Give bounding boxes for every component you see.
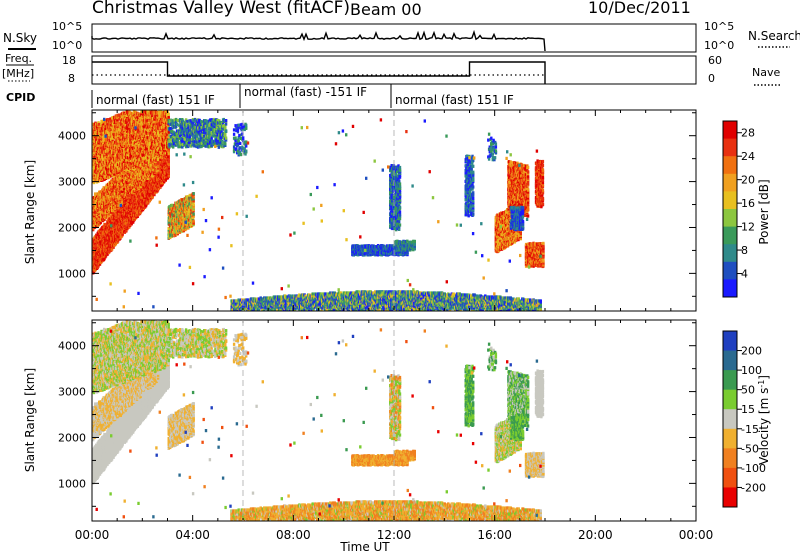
noise-sky-trace: [92, 32, 545, 51]
date-label: 10/Dec/2011: [588, 0, 691, 17]
noise-panel: N.Sky 10^5 10^0 10^5 10^0 N.Search: [3, 20, 800, 52]
freq-left-tick-bottom: 8: [68, 72, 75, 85]
freq-left-tick-top: 18: [62, 54, 76, 67]
freq-label: Freq.: [5, 52, 32, 65]
cpid-segment-2: normal (fast) -151 IF: [244, 85, 367, 99]
freq-panel: Freq. [MHz] 18 8 60 0 Nave: [2, 52, 780, 85]
freq-unit-label: [MHz]: [2, 67, 34, 80]
freq-trace: [92, 62, 545, 84]
freq-right-tick-top: 60: [708, 54, 722, 67]
cpid-segment-3: normal (fast) 151 IF: [395, 93, 514, 107]
noise-left-tick-top: 10^5: [52, 20, 82, 33]
noise-sky-label: N.Sky: [3, 31, 37, 45]
nave-label: Nave: [752, 66, 780, 79]
site-title: Christmas Valley West (fitACF): [92, 0, 350, 18]
cpid-segment-1: normal (fast) 151 IF: [96, 93, 215, 107]
beam-label: Beam 00: [350, 0, 422, 19]
cpid-label: CPID: [6, 91, 35, 104]
noise-right-tick-bottom: 10^0: [704, 39, 734, 52]
noise-right-tick-top: 10^5: [704, 20, 734, 33]
freq-right-tick-bottom: 0: [708, 72, 715, 85]
noise-left-tick-bottom: 10^0: [52, 39, 82, 52]
noise-search-label: N.Search: [748, 29, 800, 43]
cpid-panel: CPID normal (fast) 151 IF normal (fast) …: [6, 84, 514, 108]
power-data-cells: [92, 110, 545, 311]
